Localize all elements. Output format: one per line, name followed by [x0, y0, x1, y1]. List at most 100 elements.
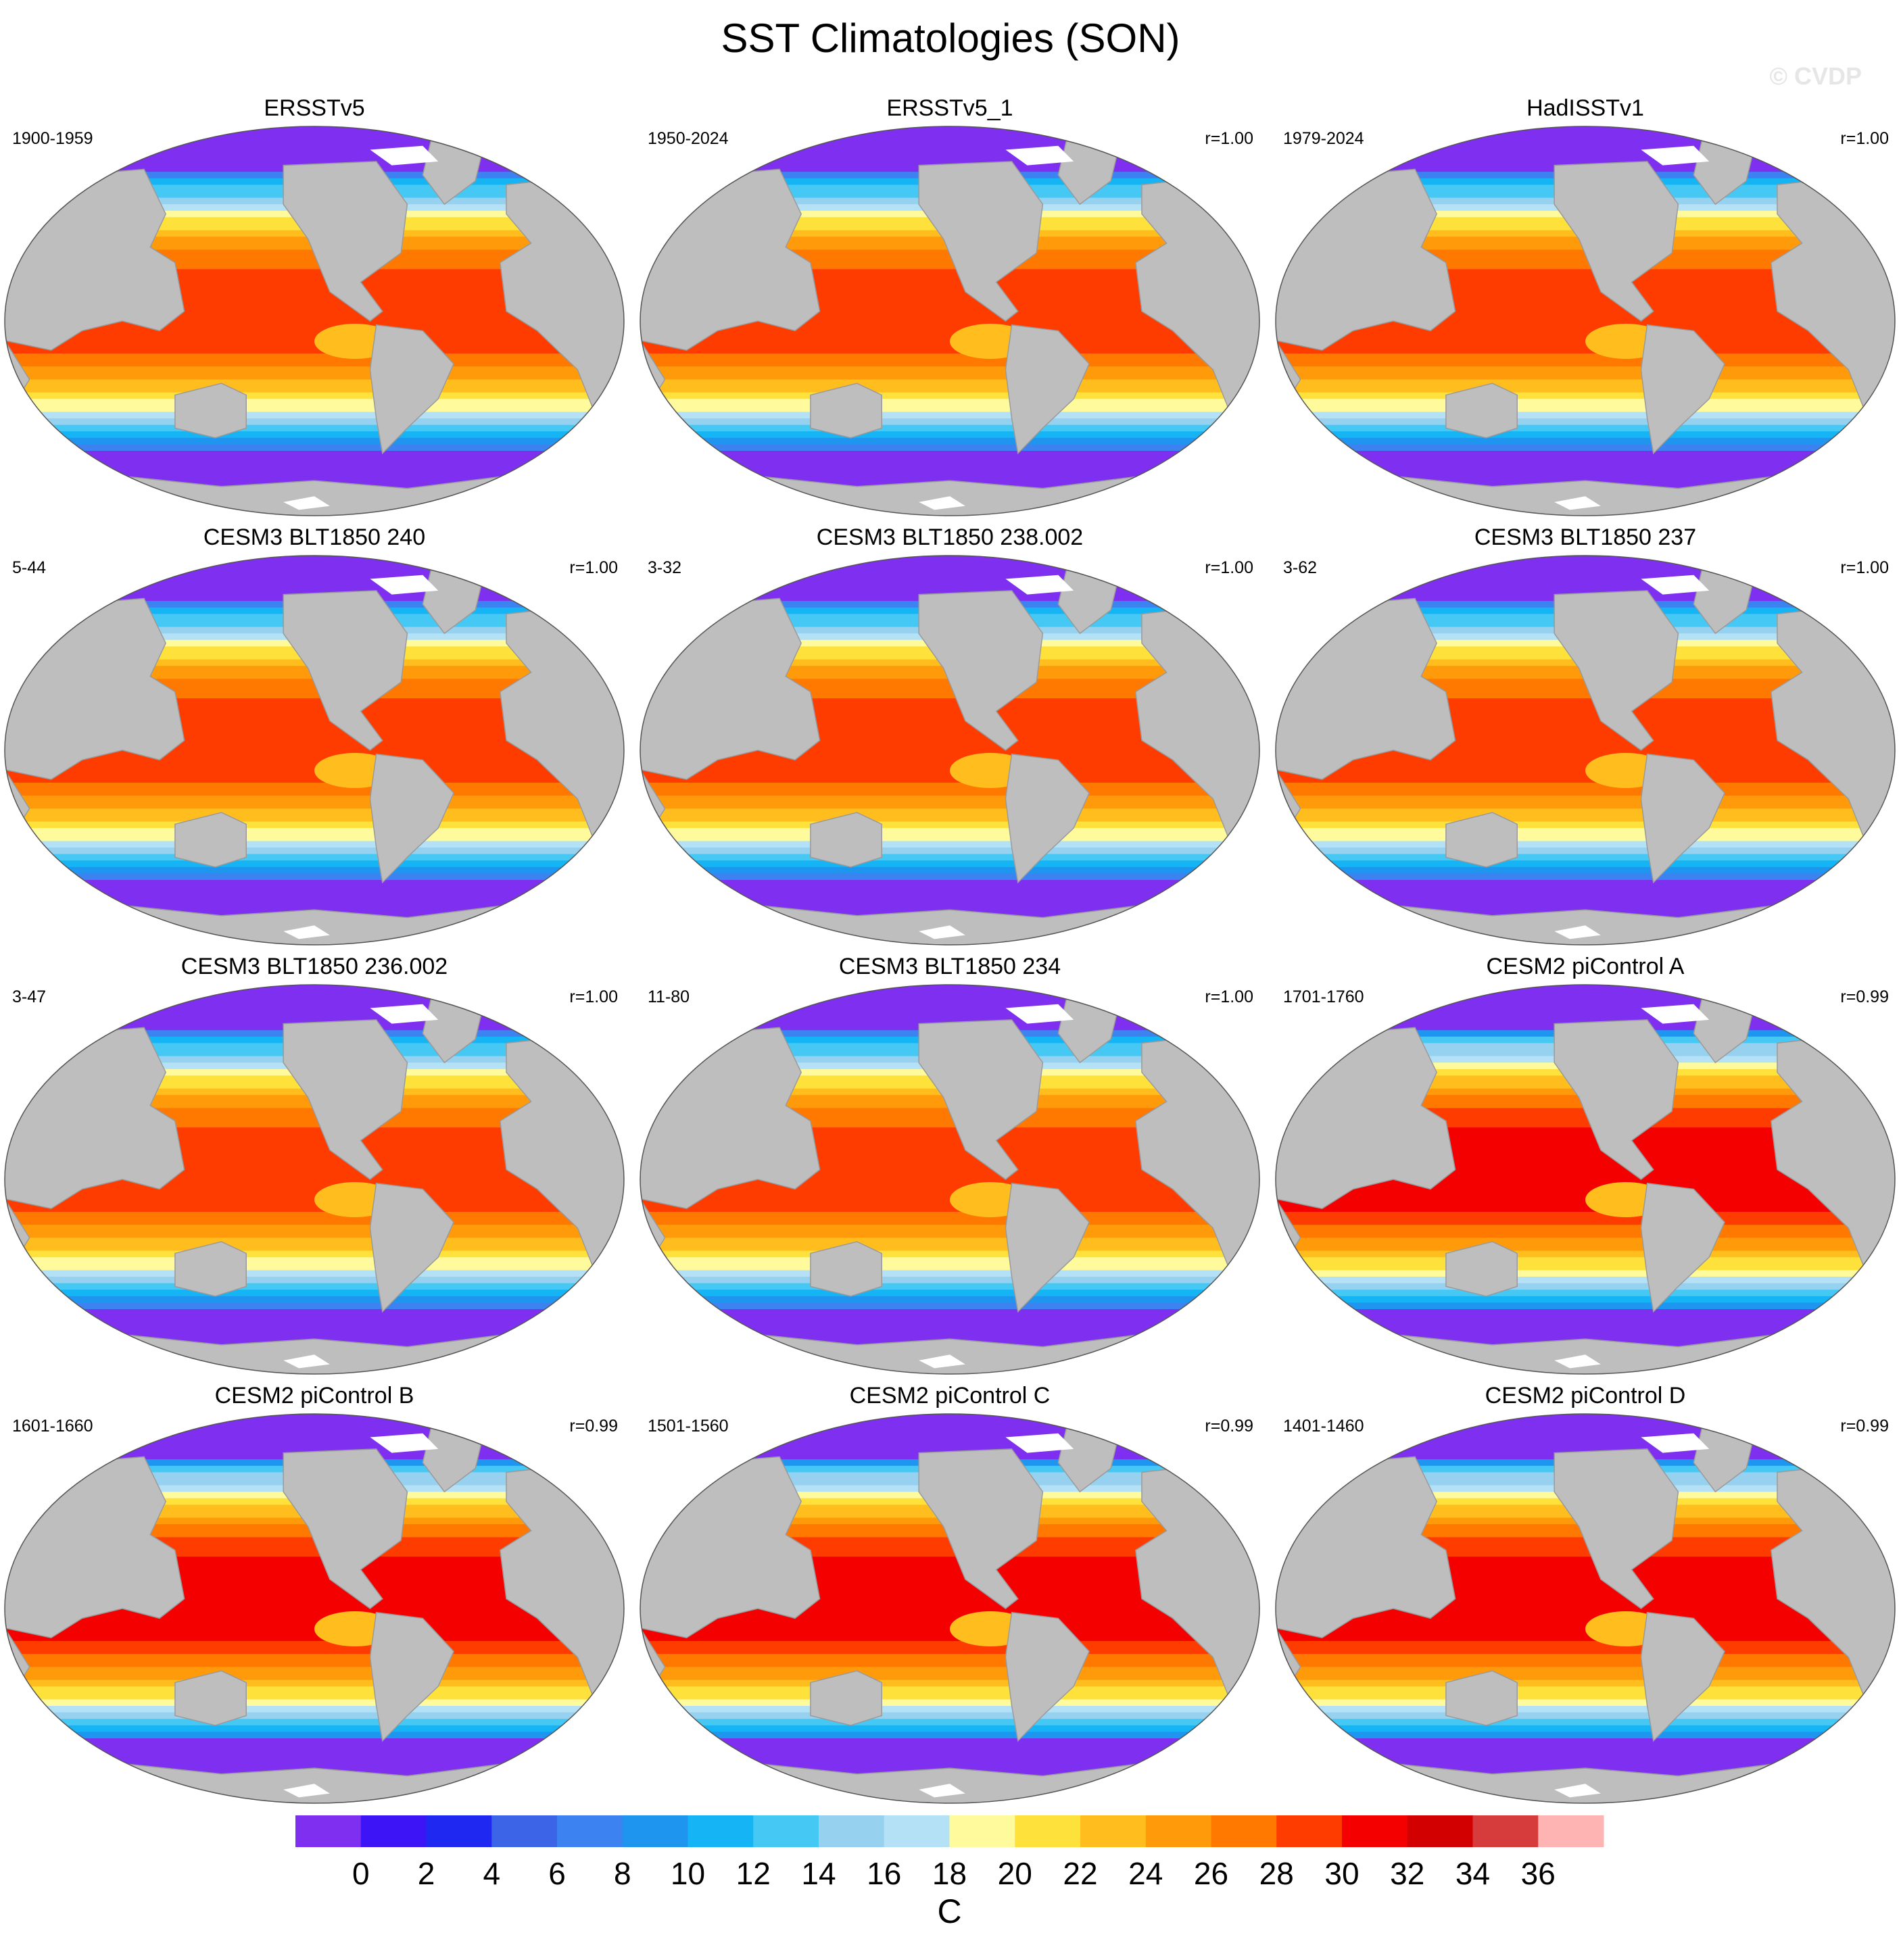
sst-band	[1276, 457, 1895, 465]
sst-band	[640, 1641, 1259, 1648]
sst-band	[640, 412, 1259, 419]
panel-years: 1701-1760	[1283, 987, 1364, 1006]
sst-band	[640, 405, 1259, 413]
sst-band	[1276, 1270, 1895, 1277]
sst-band	[5, 1270, 624, 1277]
sst-band	[640, 1667, 1259, 1674]
sst-band	[5, 991, 624, 999]
map-outline	[1275, 984, 1896, 1375]
land-mass	[1445, 383, 1518, 439]
colorbar-tick-label: 28	[1259, 1856, 1294, 1891]
sst-band	[1276, 704, 1895, 712]
sst-band	[640, 1692, 1259, 1700]
sst-band	[5, 1550, 624, 1558]
sst-band	[1276, 783, 1895, 790]
sst-band	[1276, 1147, 1895, 1154]
sst-band	[1276, 821, 1895, 829]
sst-band	[5, 126, 624, 134]
panel-title: CESM2 piControl B	[214, 1383, 414, 1408]
sst-band	[5, 731, 624, 738]
sst-band	[5, 1127, 624, 1135]
sst-band	[5, 139, 624, 147]
sst-band	[5, 886, 624, 894]
sst-band	[5, 880, 624, 887]
sst-band	[1276, 860, 1895, 868]
sst-band	[1276, 282, 1895, 289]
sst-band	[640, 1446, 1259, 1454]
sst-band	[5, 444, 624, 451]
sst-band	[1276, 1427, 1895, 1434]
sst-band	[5, 1744, 624, 1753]
sst-band	[5, 1712, 624, 1720]
sst-map	[4, 984, 625, 1375]
sst-band	[1276, 1654, 1895, 1661]
sst-band	[1276, 685, 1895, 693]
sst-band	[640, 1557, 1259, 1564]
sst-band	[640, 731, 1259, 738]
sst-band	[1276, 464, 1895, 471]
sst-band	[640, 464, 1259, 471]
sst-band	[5, 998, 624, 1005]
land-mass	[174, 383, 247, 439]
sst-band	[640, 1257, 1259, 1265]
sst-band	[5, 353, 624, 361]
sst-band	[1276, 718, 1895, 725]
sst-band	[640, 893, 1259, 900]
land-mass	[640, 905, 1259, 945]
panel-title: HadISSTv1	[1526, 95, 1644, 121]
sst-band	[640, 1114, 1259, 1122]
sst-band	[5, 1673, 624, 1681]
sst-band	[5, 464, 624, 471]
sst-band	[1276, 886, 1895, 894]
colorbar-bin	[753, 1815, 819, 1847]
sst-band	[1276, 991, 1895, 999]
ice-patch	[1005, 1433, 1074, 1453]
panel-title: CESM3 BLT1850 234	[838, 954, 1061, 979]
panel-years: 1501-1560	[648, 1417, 729, 1436]
sst-band	[1276, 711, 1895, 718]
sst-band	[640, 1732, 1259, 1739]
sst-band	[5, 1010, 624, 1018]
sst-band	[1276, 731, 1895, 738]
sst-band	[640, 880, 1259, 887]
sst-band	[5, 159, 624, 166]
sst-band	[1276, 256, 1895, 264]
land-mass	[1640, 753, 1725, 884]
sst-band	[5, 1309, 624, 1317]
sst-map	[4, 126, 625, 516]
colorbar-bin	[688, 1815, 754, 1847]
panel-correlation: r=1.00	[1205, 558, 1253, 577]
colorbar-tick-label: 18	[932, 1856, 967, 1891]
sst-band	[1276, 588, 1895, 595]
map-outline	[4, 984, 625, 1375]
colorbar-bin	[1211, 1815, 1277, 1847]
sst-band	[5, 262, 624, 270]
sst-band	[640, 360, 1259, 368]
map-panel: CESM3 BLT1850 240 5-44 r=1.00	[0, 524, 629, 950]
sst-band	[640, 556, 1259, 563]
sst-band	[5, 1302, 624, 1310]
ice-patch	[919, 496, 965, 510]
sst-band	[640, 1322, 1259, 1329]
colorbar-bin	[1276, 1815, 1343, 1847]
land-mass	[5, 1456, 185, 1638]
sst-band	[640, 1550, 1259, 1558]
sst-band	[640, 873, 1259, 881]
land-mass	[640, 597, 821, 780]
sst-band	[640, 866, 1259, 875]
sst-band	[5, 152, 624, 160]
ice-patch	[1641, 1004, 1710, 1024]
land-mass	[1640, 1182, 1725, 1313]
ice-patch	[1554, 925, 1601, 939]
sst-band	[640, 769, 1259, 777]
sst-band	[640, 808, 1259, 816]
land-mass	[5, 597, 185, 780]
sst-band	[1276, 724, 1895, 732]
ice-patch	[370, 1004, 439, 1024]
sst-band	[5, 1680, 624, 1688]
sst-band	[640, 1420, 1259, 1428]
colorbar-bin	[884, 1815, 950, 1847]
panel-title: CESM2 piControl C	[849, 1383, 1051, 1408]
sst-band	[1276, 437, 1895, 445]
sst-band	[5, 1205, 624, 1212]
